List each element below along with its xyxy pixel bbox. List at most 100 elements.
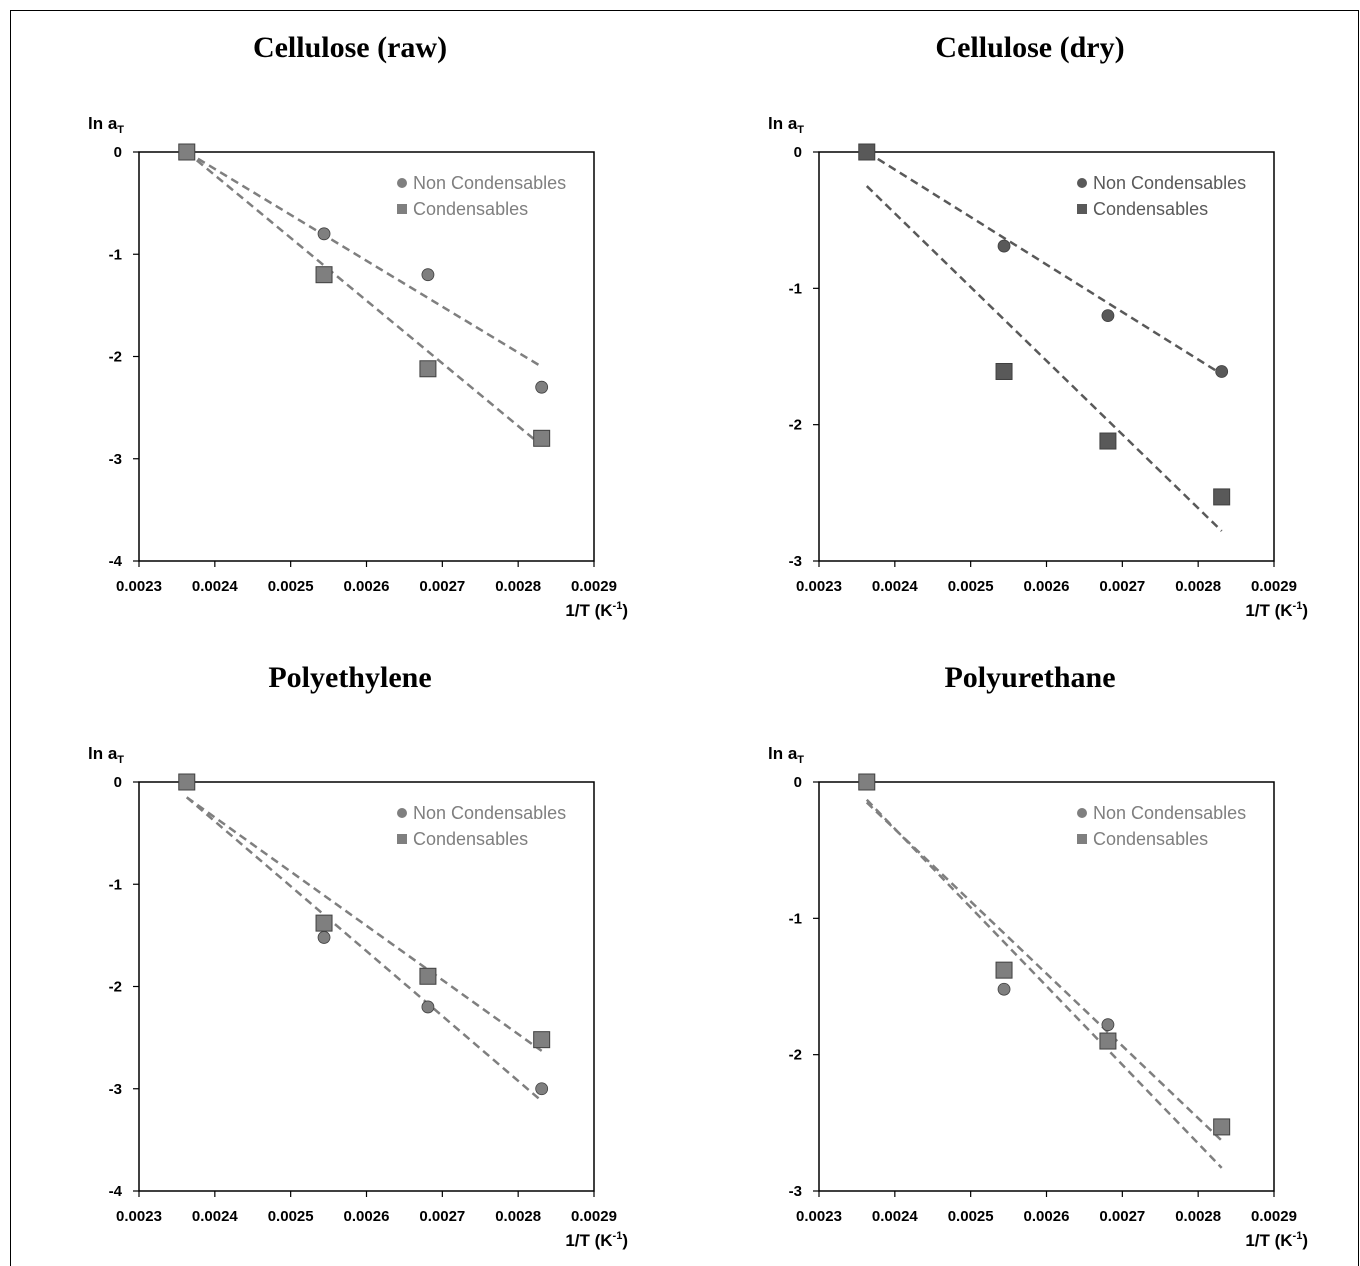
x-tick-label: 0.0029 (571, 1208, 617, 1225)
x-tick-label: 0.0029 (1251, 1208, 1297, 1225)
y-tick-label: -3 (789, 553, 802, 570)
x-tick-label: 0.0025 (268, 578, 314, 595)
x-tick-label: 0.0025 (948, 1208, 994, 1225)
x-tick-label: 0.0025 (948, 578, 994, 595)
chart-title: Cellulose (dry) (935, 31, 1124, 64)
data-point-condensables (178, 143, 196, 161)
legend-label: Condensables (1093, 199, 1208, 219)
data-point-condensables (315, 266, 333, 284)
trendline-condensables (186, 796, 543, 1052)
y-axis-label: ln aT (88, 114, 124, 136)
y-axis-label-main: ln a (88, 114, 118, 133)
x-tick-label: 0.0025 (268, 1208, 314, 1225)
chart-panel-cellulose-dry: Cellulose (dry) 0 -1 -2 -3 0.0023 0.0024 0.0025… (680, 0, 1360, 630)
data-point-condensables (1213, 488, 1231, 506)
y-tick-label: -3 (789, 1183, 802, 1200)
x-tick-label: 0.0026 (1024, 1208, 1070, 1225)
y-axis-label-main: ln a (88, 744, 118, 763)
data-point-condensables (995, 961, 1013, 979)
x-tick-label: 0.0024 (192, 1208, 239, 1225)
x-tick-label: 0.0023 (116, 578, 162, 595)
x-tick-label: 0.0026 (344, 578, 390, 595)
y-tick-label: 0 (114, 774, 122, 791)
x-tick-label: 0.0024 (872, 1208, 919, 1225)
data-point-condensables (995, 362, 1013, 380)
data-point-non-condensables (421, 268, 435, 282)
x-axis-label-main: 1/T (K (1245, 1231, 1293, 1250)
chart-title: Polyurethane (944, 661, 1115, 694)
y-axis-label-sub: T (797, 124, 804, 136)
legend-marker-condensables (1077, 834, 1087, 844)
data-point-condensables (419, 360, 437, 378)
data-point-non-condensables (317, 227, 331, 241)
x-tick-label: 0.0023 (796, 578, 842, 595)
data-point-condensables (178, 773, 196, 791)
y-tick-label: -2 (109, 349, 122, 366)
x-axis-label-end: ) (622, 601, 628, 620)
chart-title: Cellulose (raw) (253, 31, 447, 64)
x-axis-label: 1/T (K-1) (1245, 1230, 1308, 1250)
x-tick-label: 0.0027 (1099, 578, 1145, 595)
y-axis-label: ln aT (768, 114, 804, 136)
legend-marker-condensables (397, 204, 407, 214)
chart-panel-cellulose-raw: Cellulose (raw) 0 -1 -2 -3 -4 0.0023 0.0024 0.00… (0, 0, 680, 630)
data-point-condensables (1099, 1032, 1117, 1050)
x-tick-label: 0.0028 (1175, 578, 1221, 595)
data-point-condensables (533, 1031, 551, 1049)
data-point-condensables (419, 967, 437, 985)
legend-label: Condensables (413, 199, 528, 219)
legend-marker-non-condensables (397, 808, 407, 818)
data-point-non-condensables (535, 1082, 549, 1096)
chart-title: Polyethylene (268, 661, 431, 694)
data-point-condensables (1099, 432, 1117, 450)
x-tick-label: 0.0026 (1024, 578, 1070, 595)
chart-panel-polyethylene: Polyethylene 0 -1 -2 -3 -4 0.0023 0.0024 0.0025 0… (0, 630, 680, 1260)
legend-marker-non-condensables (1077, 178, 1087, 188)
y-tick-label: -3 (109, 1081, 122, 1098)
y-tick-label: -1 (789, 910, 802, 927)
x-tick-label: 0.0029 (1251, 578, 1297, 595)
x-tick-label: 0.0024 (872, 578, 919, 595)
legend-label: Non Condensables (413, 173, 566, 193)
x-axis-label-sup: -1 (1293, 600, 1303, 612)
y-axis-label-main: ln a (768, 114, 798, 133)
x-tick-label: 0.0026 (344, 1208, 390, 1225)
y-tick-label: -2 (789, 417, 802, 434)
y-tick-label: 0 (794, 774, 802, 791)
x-tick-label: 0.0024 (192, 578, 239, 595)
x-tick-label: 0.0023 (796, 1208, 842, 1225)
y-tick-label: -2 (109, 979, 122, 996)
data-point-condensables (858, 143, 876, 161)
legend-label: Non Condensables (413, 803, 566, 823)
data-point-non-condensables (1215, 365, 1229, 378)
trendline-condensables (865, 798, 1223, 1169)
trendline-non-condensables (186, 150, 543, 368)
legend-label: Condensables (1093, 829, 1208, 849)
y-axis-label: ln aT (88, 744, 124, 766)
x-axis-label-end: ) (622, 1231, 628, 1250)
x-axis-label: 1/T (K-1) (1245, 600, 1308, 620)
y-tick-label: -1 (789, 280, 802, 297)
y-axis-label-sub: T (117, 124, 124, 136)
x-tick-label: 0.0023 (116, 1208, 162, 1225)
y-tick-label: -4 (109, 1183, 123, 1200)
x-axis-label: 1/T (K-1) (565, 1230, 628, 1250)
x-tick-label: 0.0027 (419, 1208, 465, 1225)
y-tick-label: -1 (109, 876, 122, 893)
x-axis-label-main: 1/T (K (565, 601, 613, 620)
data-point-non-condensables (1101, 309, 1115, 323)
chart-svg-polyethylene: Polyethylene 0 -1 -2 -3 -4 0.0023 0.0024 0.0025 0… (88, 661, 628, 1250)
legend-marker-non-condensables (1077, 808, 1087, 818)
y-axis-label-sub: T (117, 754, 124, 766)
legend-marker-non-condensables (397, 178, 407, 188)
x-axis-label-end: ) (1302, 1231, 1308, 1250)
data-point-non-condensables (317, 931, 331, 944)
y-tick-label: 0 (794, 144, 802, 161)
y-axis-label: ln aT (768, 744, 804, 766)
trendline-non-condensables (865, 801, 1223, 1142)
chart-panel-polyurethane: Polyurethane 0 -1 -2 -3 0.0023 0.0024 0.0025 0.0… (680, 630, 1360, 1260)
data-point-condensables (533, 429, 551, 447)
trendline-condensables (185, 151, 543, 447)
legend-label: Condensables (413, 829, 528, 849)
data-point-non-condensables (421, 1000, 435, 1014)
